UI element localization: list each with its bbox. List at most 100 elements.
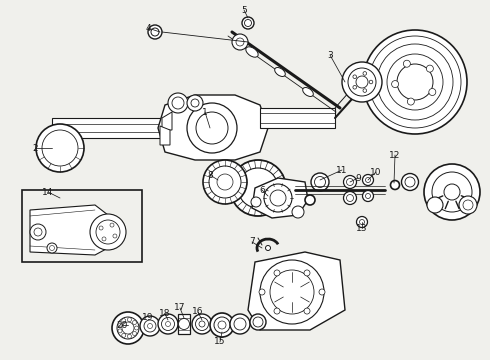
Circle shape	[424, 164, 480, 220]
Circle shape	[251, 197, 261, 207]
Circle shape	[463, 200, 473, 210]
Circle shape	[191, 99, 199, 107]
Circle shape	[444, 184, 460, 200]
Circle shape	[187, 95, 203, 111]
Circle shape	[270, 270, 314, 314]
Polygon shape	[160, 126, 170, 145]
Circle shape	[366, 177, 370, 183]
Circle shape	[270, 190, 286, 206]
Circle shape	[230, 160, 286, 216]
Circle shape	[166, 321, 171, 327]
Circle shape	[238, 168, 278, 208]
Circle shape	[178, 319, 190, 329]
Circle shape	[144, 320, 156, 332]
Circle shape	[49, 246, 54, 251]
Polygon shape	[260, 108, 335, 128]
Circle shape	[401, 174, 418, 190]
Circle shape	[253, 317, 263, 327]
Circle shape	[118, 323, 122, 327]
Text: 8: 8	[207, 171, 213, 180]
Circle shape	[356, 76, 368, 88]
Circle shape	[363, 30, 467, 134]
Circle shape	[47, 243, 57, 253]
Circle shape	[122, 333, 126, 337]
Circle shape	[132, 320, 137, 324]
Circle shape	[305, 195, 315, 205]
Circle shape	[196, 112, 228, 144]
Circle shape	[377, 44, 453, 120]
Text: 19: 19	[142, 314, 154, 323]
Circle shape	[127, 318, 131, 321]
Text: 5: 5	[241, 5, 247, 14]
Circle shape	[292, 206, 304, 218]
Text: 14: 14	[42, 188, 54, 197]
Text: 6: 6	[259, 185, 265, 194]
Circle shape	[140, 316, 160, 336]
Ellipse shape	[246, 47, 258, 57]
Circle shape	[210, 313, 234, 337]
Text: 2: 2	[32, 144, 38, 153]
Circle shape	[234, 318, 246, 330]
Circle shape	[429, 89, 436, 95]
Circle shape	[427, 197, 443, 213]
Circle shape	[134, 326, 139, 330]
Polygon shape	[52, 118, 172, 138]
Circle shape	[264, 184, 292, 212]
Text: 4: 4	[145, 23, 151, 32]
Circle shape	[266, 246, 270, 251]
Text: 12: 12	[390, 150, 401, 159]
Circle shape	[245, 19, 251, 27]
Text: 7: 7	[249, 238, 255, 247]
Circle shape	[162, 318, 174, 330]
Circle shape	[217, 174, 233, 190]
Circle shape	[203, 160, 247, 204]
Polygon shape	[30, 205, 108, 255]
Circle shape	[214, 317, 230, 333]
Circle shape	[348, 68, 376, 96]
Circle shape	[360, 220, 365, 225]
Circle shape	[199, 321, 205, 327]
Text: 10: 10	[370, 167, 382, 176]
Circle shape	[187, 103, 237, 153]
Circle shape	[260, 260, 324, 324]
Polygon shape	[248, 252, 345, 330]
Polygon shape	[158, 95, 268, 160]
Circle shape	[118, 329, 122, 333]
Circle shape	[122, 319, 126, 323]
Circle shape	[346, 194, 353, 202]
Circle shape	[99, 226, 103, 230]
Circle shape	[158, 314, 178, 334]
Polygon shape	[162, 112, 172, 130]
Circle shape	[274, 270, 280, 276]
Circle shape	[274, 308, 280, 314]
Circle shape	[403, 60, 410, 67]
Circle shape	[346, 179, 353, 185]
Circle shape	[432, 172, 472, 212]
Circle shape	[236, 38, 244, 46]
Circle shape	[357, 216, 368, 228]
Polygon shape	[178, 314, 190, 334]
Circle shape	[147, 324, 152, 328]
Circle shape	[363, 89, 367, 93]
Circle shape	[218, 321, 226, 329]
Text: 13: 13	[356, 224, 368, 233]
Circle shape	[112, 312, 144, 344]
Circle shape	[209, 166, 241, 198]
Circle shape	[113, 234, 117, 238]
Circle shape	[387, 54, 443, 110]
Circle shape	[391, 180, 399, 189]
Text: 20: 20	[116, 320, 128, 329]
Circle shape	[148, 25, 162, 39]
Circle shape	[117, 317, 139, 339]
Circle shape	[369, 80, 373, 84]
Circle shape	[34, 228, 42, 236]
Circle shape	[343, 175, 357, 189]
Circle shape	[168, 93, 188, 113]
Circle shape	[366, 194, 370, 198]
Text: 3: 3	[327, 50, 333, 59]
Circle shape	[426, 65, 433, 72]
Circle shape	[196, 318, 209, 330]
Circle shape	[342, 62, 382, 102]
Circle shape	[102, 237, 106, 241]
Circle shape	[363, 175, 373, 185]
